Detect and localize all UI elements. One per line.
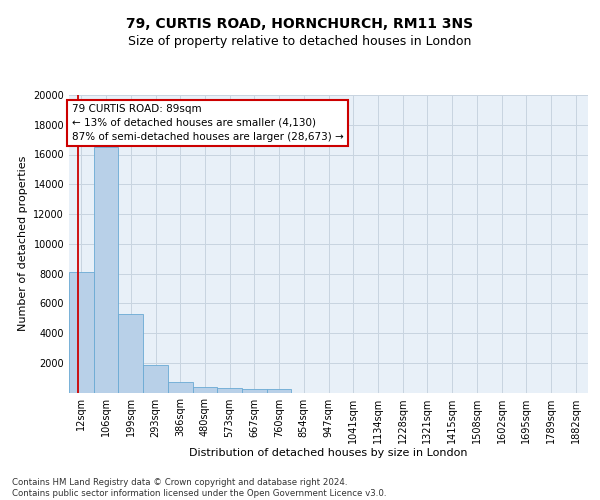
Text: Contains HM Land Registry data © Crown copyright and database right 2024.
Contai: Contains HM Land Registry data © Crown c…: [12, 478, 386, 498]
Bar: [118, 314, 143, 392]
Y-axis label: Number of detached properties: Number of detached properties: [18, 156, 28, 332]
Bar: [168, 382, 193, 392]
Bar: [217, 388, 242, 392]
Bar: [143, 365, 168, 392]
Bar: [193, 387, 217, 392]
Bar: [94, 147, 118, 392]
Bar: [69, 272, 94, 392]
Text: Size of property relative to detached houses in London: Size of property relative to detached ho…: [128, 35, 472, 48]
Text: 79 CURTIS ROAD: 89sqm
← 13% of detached houses are smaller (4,130)
87% of semi-d: 79 CURTIS ROAD: 89sqm ← 13% of detached …: [71, 104, 343, 142]
X-axis label: Distribution of detached houses by size in London: Distribution of detached houses by size …: [189, 448, 468, 458]
Bar: [267, 390, 292, 392]
Bar: [242, 389, 267, 392]
Text: 79, CURTIS ROAD, HORNCHURCH, RM11 3NS: 79, CURTIS ROAD, HORNCHURCH, RM11 3NS: [127, 18, 473, 32]
